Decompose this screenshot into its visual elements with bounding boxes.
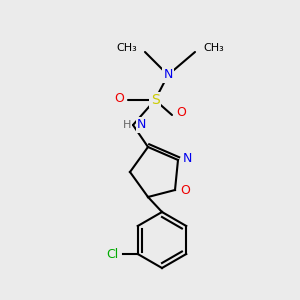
Text: N: N [163, 68, 173, 82]
Text: CH₃: CH₃ [203, 43, 224, 53]
Text: O: O [180, 184, 190, 196]
Text: N: N [183, 152, 192, 164]
Text: Cl: Cl [106, 248, 119, 260]
Text: N: N [137, 118, 146, 131]
Text: O: O [176, 106, 186, 119]
Text: S: S [151, 93, 159, 107]
Text: CH₃: CH₃ [116, 43, 137, 53]
Text: O: O [114, 92, 124, 104]
Text: H: H [123, 120, 131, 130]
